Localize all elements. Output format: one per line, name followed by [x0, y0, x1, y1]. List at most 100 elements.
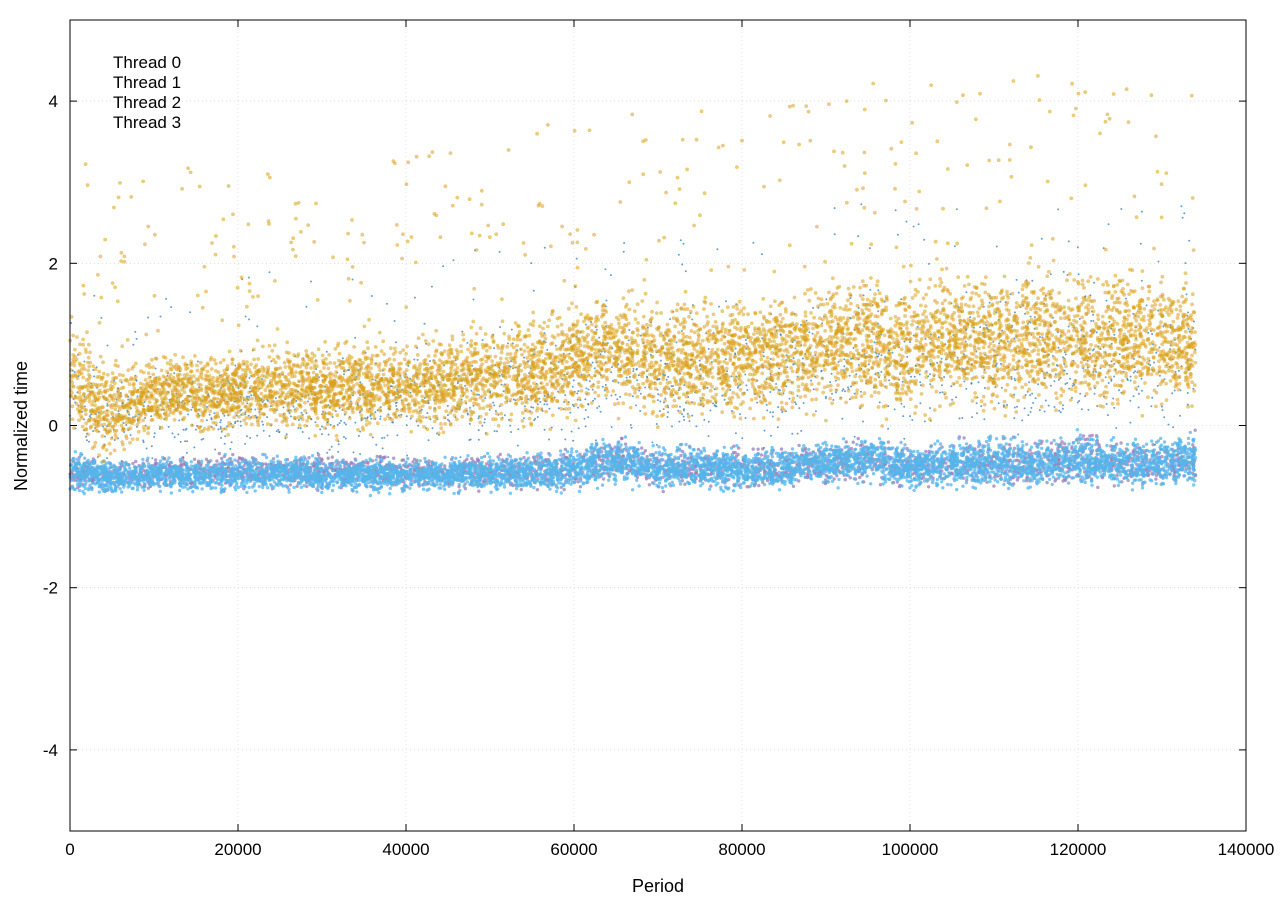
data-point	[395, 405, 397, 407]
data-point	[691, 318, 693, 320]
data-point	[88, 441, 90, 443]
data-point	[869, 247, 871, 249]
data-point	[338, 443, 340, 445]
data-point	[632, 395, 634, 397]
data-point	[1094, 393, 1096, 395]
data-point	[386, 303, 388, 305]
data-point	[1062, 404, 1064, 406]
data-point	[1030, 407, 1032, 409]
data-point	[578, 427, 580, 429]
data-point	[131, 462, 134, 465]
data-point	[1171, 392, 1173, 394]
data-point	[852, 441, 855, 444]
data-point	[1062, 408, 1064, 410]
data-point	[640, 446, 643, 449]
data-point	[757, 484, 760, 487]
data-point	[764, 430, 766, 432]
data-point	[1133, 395, 1135, 397]
data-point	[841, 418, 843, 420]
data-point	[745, 339, 747, 341]
data-point	[1191, 443, 1194, 446]
data-point	[106, 457, 108, 459]
data-point	[965, 291, 967, 293]
data-point	[860, 203, 862, 205]
data-point	[457, 382, 459, 384]
data-point	[1013, 417, 1015, 419]
data-point	[772, 411, 774, 413]
data-point	[812, 307, 814, 309]
data-point	[1050, 441, 1053, 444]
data-point	[289, 483, 292, 486]
data-point	[998, 342, 1000, 344]
data-point	[813, 388, 815, 390]
data-point	[978, 381, 980, 383]
data-point	[572, 386, 574, 388]
data-point	[834, 207, 836, 209]
data-point	[695, 425, 697, 427]
data-point	[808, 331, 810, 333]
data-point	[996, 246, 998, 248]
data-point	[887, 440, 890, 443]
data-point	[106, 403, 108, 405]
data-point	[214, 449, 216, 451]
data-point	[343, 373, 345, 375]
data-point	[796, 395, 798, 397]
data-point	[683, 416, 685, 418]
data-point	[469, 423, 471, 425]
data-point	[844, 478, 847, 481]
data-point	[517, 428, 519, 430]
data-point	[340, 420, 342, 422]
data-point	[659, 400, 661, 402]
data-point	[342, 357, 344, 359]
data-point	[368, 457, 371, 460]
data-point	[1125, 298, 1127, 300]
data-point	[1163, 416, 1165, 418]
data-point	[372, 436, 374, 438]
data-point	[1133, 447, 1136, 450]
data-point	[708, 348, 710, 350]
data-point	[262, 424, 264, 426]
data-point	[831, 373, 833, 375]
data-point	[144, 417, 146, 419]
data-point	[763, 447, 765, 449]
data-point	[1158, 261, 1160, 263]
data-point	[186, 452, 188, 454]
data-point	[537, 416, 539, 418]
data-point	[402, 458, 405, 461]
data-point	[383, 437, 385, 439]
data-point	[1154, 477, 1157, 480]
data-point	[174, 436, 176, 438]
data-point	[1134, 370, 1136, 372]
data-point	[950, 385, 952, 387]
data-point	[624, 442, 627, 445]
data-point	[256, 435, 258, 437]
data-point	[810, 380, 812, 382]
data-point	[414, 297, 416, 299]
data-point	[132, 344, 134, 346]
data-point	[533, 419, 535, 421]
data-point	[628, 339, 630, 341]
data-point	[812, 333, 814, 335]
data-point	[264, 462, 267, 465]
data-point	[495, 410, 497, 412]
data-point	[815, 410, 817, 412]
data-point	[666, 379, 668, 381]
data-point	[857, 235, 859, 237]
data-point	[903, 406, 905, 408]
data-point	[321, 433, 323, 435]
data-point	[146, 448, 148, 450]
data-point	[1078, 400, 1080, 402]
data-point	[263, 430, 265, 432]
data-point	[769, 411, 771, 413]
data-point	[778, 367, 780, 369]
data-point	[971, 382, 973, 384]
data-point	[1063, 271, 1065, 273]
data-point	[1066, 382, 1068, 384]
data-point	[1028, 381, 1030, 383]
data-point	[477, 459, 480, 462]
data-point	[359, 453, 361, 455]
data-point	[709, 484, 712, 487]
data-point	[1032, 402, 1034, 404]
data-point	[467, 412, 469, 414]
